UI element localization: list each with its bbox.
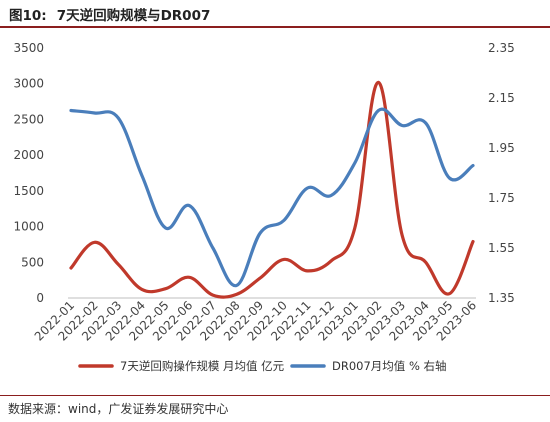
y-right-tick-label: 1.95 [488,141,515,155]
y-right-tick-label: 1.55 [488,241,515,255]
series-line-dr007 [69,107,475,288]
y-left-tick-label: 3500 [13,41,44,55]
y-left-tick-label: 1000 [13,220,44,234]
dual-axis-line-chart: 0 500 1000 1500 2000 2500 3000 3500 1.35 1.55 1.75… [13,41,515,373]
legend-label: DR007月均值 % 右轴 [332,359,447,373]
y-left-tick-label: 2000 [13,148,44,162]
source-note: 数据来源：wind，广发证券发展研究中心 [8,402,229,416]
figure-number: 图10: [9,8,47,24]
y-left-tick-label: 3000 [13,77,44,91]
title-rule [0,26,550,28]
y-right-tick-label: 2.15 [488,91,515,105]
figure-title-text: 7天逆回购规模与DR007 [56,8,211,24]
y-right-tick-label: 1.35 [488,291,515,305]
series-line-reverse-repo [69,80,475,299]
y-left-tick-label: 2500 [13,112,44,126]
y-left-tick-label: 0 [36,291,44,305]
source-rule [0,395,550,396]
figure-title: 图10: 7天逆回购规模与DR007 [7,4,210,24]
y-left-tick-label: 1500 [13,184,44,198]
legend-label: 7天逆回购操作规模 月均值 亿元 [120,359,285,373]
y-right-tick-label: 2.35 [488,41,515,55]
y-right-tick-label: 1.75 [488,191,515,205]
y-left-tick-label: 500 [21,255,44,269]
